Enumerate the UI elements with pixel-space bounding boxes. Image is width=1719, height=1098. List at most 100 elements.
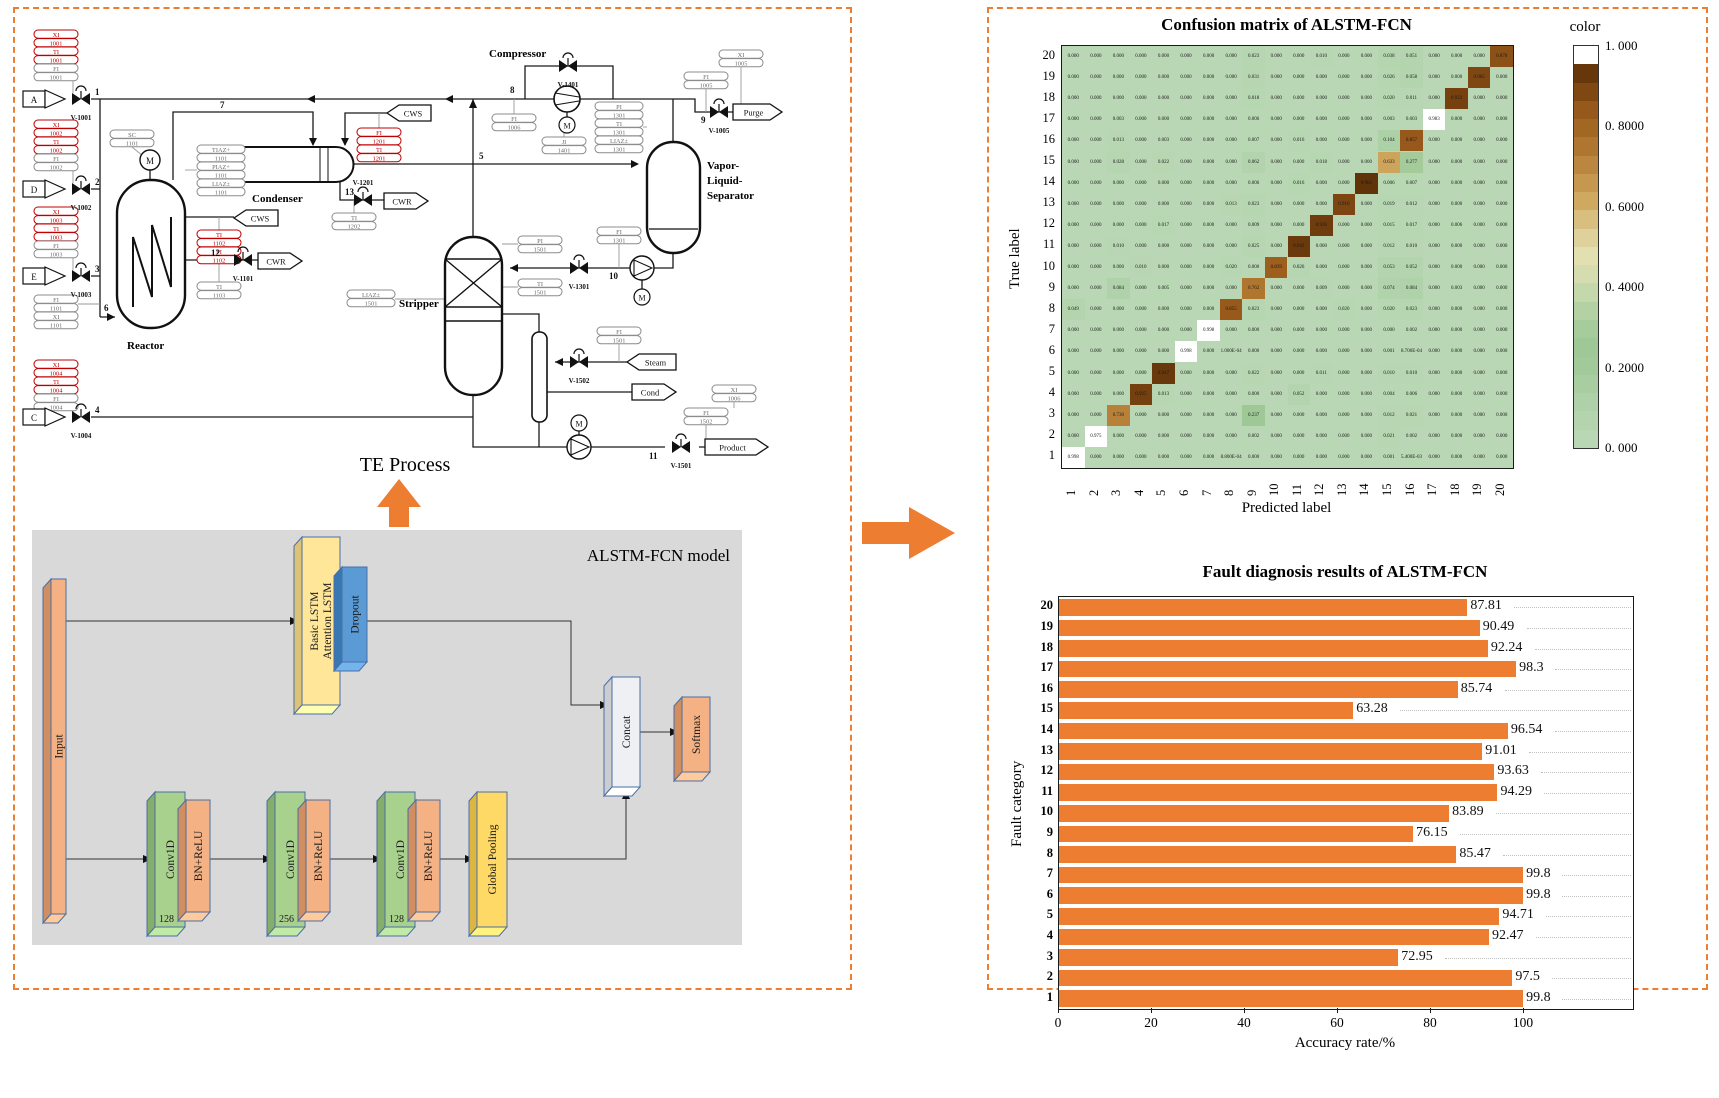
leader-line <box>1496 813 1631 815</box>
matrix-cell: 0.000 <box>1152 299 1175 321</box>
matrix-cell: 0.000 <box>1490 425 1513 447</box>
matrix-col-label: 12 <box>1312 483 1327 497</box>
x-tick-mark <box>1523 1008 1524 1013</box>
matrix-cell: 0.015 <box>1377 214 1401 236</box>
matrix-cell: 0.000 <box>1264 341 1288 363</box>
matrix-cell: 0.000 <box>1197 88 1220 110</box>
bar <box>1059 887 1524 904</box>
tag-type-label: TI <box>616 121 622 128</box>
matrix-cell: 0.000 <box>1445 320 1468 342</box>
matrix-cell: 0.000 <box>1197 362 1220 384</box>
matrix-col-label: 2 <box>1086 489 1101 496</box>
matrix-cell: 0.000 <box>1129 151 1153 173</box>
model-blocks: Input Basic LSTMAttention LSTM Dropout Conv… <box>41 535 712 938</box>
colorbar-segment <box>1574 393 1598 412</box>
leader-line <box>1460 833 1631 835</box>
bar <box>1059 619 1480 637</box>
motor-icons: M M M M <box>139 116 651 432</box>
colorbar-segment <box>1574 46 1598 65</box>
colorbar-tick-label: 0. 6000 <box>1605 198 1644 214</box>
matrix-cell: 0.000 <box>1287 67 1311 89</box>
stream-number: 10 <box>609 271 619 281</box>
instrument-tag: TI 1501 <box>517 278 563 297</box>
instrument-tag: PIAZ+ 1101 <box>196 161 246 180</box>
tag-number-label: 1501 <box>534 247 547 254</box>
tag-number-label: 1301 <box>613 113 626 120</box>
tag-number-label: 1201 <box>373 156 386 163</box>
matrix-cell: 0.000 <box>1310 383 1333 405</box>
matrix-cell: 0.000 <box>1445 67 1468 89</box>
tag-type-label: FI <box>53 66 59 73</box>
matrix-cell: 0.000 <box>1152 341 1175 363</box>
matrix-cell: 0.000 <box>1355 67 1378 89</box>
matrix-cell: 0.007 <box>1400 172 1423 194</box>
matrix-cell: 0.000 <box>1219 88 1243 110</box>
matrix-cell: 0.000 <box>1129 425 1153 447</box>
matrix-cell: 0.000 <box>1062 404 1085 426</box>
matrix-cell: 0.000 <box>1174 362 1198 384</box>
matrix-cell: 0.000 <box>1197 257 1220 279</box>
motor-icon: M <box>139 149 161 171</box>
matrix-cell: 0.000 <box>1219 362 1243 384</box>
matrix-cell: 0.010 <box>1107 235 1130 257</box>
matrix-cell: 0.002 <box>1400 425 1423 447</box>
matrix-cell: 0.000 <box>1084 193 1108 215</box>
colorbar <box>1573 45 1599 449</box>
matrix-cell: 0.000 <box>1062 362 1085 384</box>
feed-arrows: A D E C <box>22 89 67 427</box>
matrix-row-label: 2 <box>1048 427 1055 442</box>
matrix-cell: 0.000 <box>1332 425 1356 447</box>
bar-category-label: 6 <box>1046 886 1053 901</box>
matrix-cell: 0.019 <box>1377 193 1401 215</box>
matrix-cell: 0.000 <box>1355 446 1378 468</box>
matrix-cell: 0.000 <box>1174 383 1198 405</box>
matrix-cell: 0.000 <box>1467 299 1491 321</box>
matrix-cell: 0.020 <box>1377 88 1401 110</box>
matrix-cell: 0.922 <box>1445 88 1468 110</box>
colorbar-segment <box>1574 319 1598 339</box>
pump-icon <box>566 434 592 460</box>
matrix-cell: 0.000 <box>1174 257 1198 279</box>
matrix-cell: 0.000 <box>1152 235 1175 257</box>
compressor-icon <box>553 85 581 113</box>
matrix-cell: 0.058 <box>1400 67 1423 89</box>
instrument-tag: LIAZ± 1301 <box>594 135 644 154</box>
valve-icon: V-1501 <box>671 433 692 470</box>
bar-category-label: 11 <box>1041 783 1053 798</box>
matrix-cell: 0.000 <box>1174 425 1198 447</box>
stream-number: 1 <box>95 87 100 97</box>
bar <box>1059 660 1517 678</box>
matrix-cell: 0.000 <box>1084 362 1108 384</box>
matrix-cell: 0.000 <box>1197 214 1220 236</box>
matrix-cell: 0.000 <box>1062 383 1085 405</box>
tag-number-label: 1003 <box>50 252 63 259</box>
model-block-filters: 256 <box>279 914 294 925</box>
matrix-cell: 0.000 <box>1467 362 1491 384</box>
tag-type-label: XI <box>53 32 60 39</box>
bar <box>1059 681 1458 698</box>
matrix-cell: 0.011 <box>1310 362 1333 384</box>
up-arrow-icon <box>377 479 421 527</box>
model-block-label: BN+ReLU <box>193 830 205 881</box>
instrument-tag: TI 1202 <box>331 212 377 231</box>
colorbar-segment <box>1574 155 1598 174</box>
stream-flag: Cond <box>631 383 678 401</box>
instrument-tag: FI 1003 <box>33 240 79 259</box>
matrix-cell: 0.000 <box>1174 109 1198 131</box>
equipment-label: Stripper <box>399 298 439 310</box>
matrix-cell: 0.000 <box>1152 46 1175 68</box>
instrument-tag: FI 1005 <box>683 71 729 90</box>
matrix-cell: 0.000 <box>1355 404 1378 426</box>
matrix-cell: 0.000 <box>1355 257 1378 279</box>
matrix-cell: 0.000 <box>1197 46 1220 68</box>
matrix-cell: 0.000 <box>1422 257 1446 279</box>
matrix-row-label: 20 <box>1042 47 1056 62</box>
bar-category-label: 5 <box>1046 907 1053 922</box>
matrix-cell: 0.998 <box>1062 446 1085 468</box>
bar <box>1059 640 1488 657</box>
feed-arrow: A <box>22 89 67 109</box>
tag-number-label: 1102 <box>213 258 226 265</box>
matrix-cell: 0.000 <box>1490 67 1513 89</box>
matrix-cell: 0.000 <box>1197 341 1220 363</box>
bar-category-label: 13 <box>1040 742 1054 757</box>
